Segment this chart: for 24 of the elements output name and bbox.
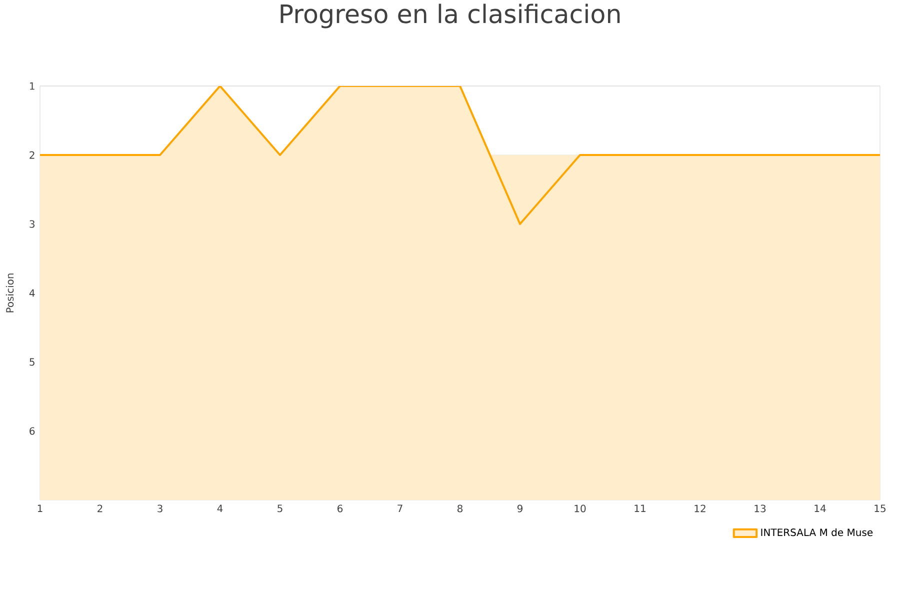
x-tick-label: 7 xyxy=(398,504,402,512)
y-tick-label: 2 xyxy=(30,151,34,159)
y-axis-title: Posicion xyxy=(6,274,14,312)
x-tick-label: 15 xyxy=(874,504,886,512)
y-tick-label: 5 xyxy=(30,358,34,366)
x-tick-label: 14 xyxy=(814,504,826,512)
x-tick-label: 3 xyxy=(158,504,162,512)
y-tick-label: 4 xyxy=(29,289,35,297)
y-tick-label: 3 xyxy=(30,220,34,228)
x-tick-label: 8 xyxy=(457,504,462,512)
x-tick-label: 2 xyxy=(98,504,102,512)
y-tick-label: 1 xyxy=(30,82,34,90)
x-tick-label: 4 xyxy=(217,504,223,512)
x-tick-label: 5 xyxy=(278,504,282,512)
x-tick-label: 9 xyxy=(517,504,522,512)
legend-label: INTERSALA M de Muse xyxy=(761,528,873,536)
x-tick-label: 11 xyxy=(634,504,646,512)
x-tick-label: 6 xyxy=(338,504,343,512)
x-tick-label: 10 xyxy=(574,504,586,512)
x-tick-label: 12 xyxy=(694,504,706,512)
x-tick-label: 13 xyxy=(754,504,766,512)
y-tick-label: 6 xyxy=(30,427,35,435)
chart-title: Progreso en la clasificacion xyxy=(280,4,620,28)
x-tick-label: 1 xyxy=(38,504,42,512)
